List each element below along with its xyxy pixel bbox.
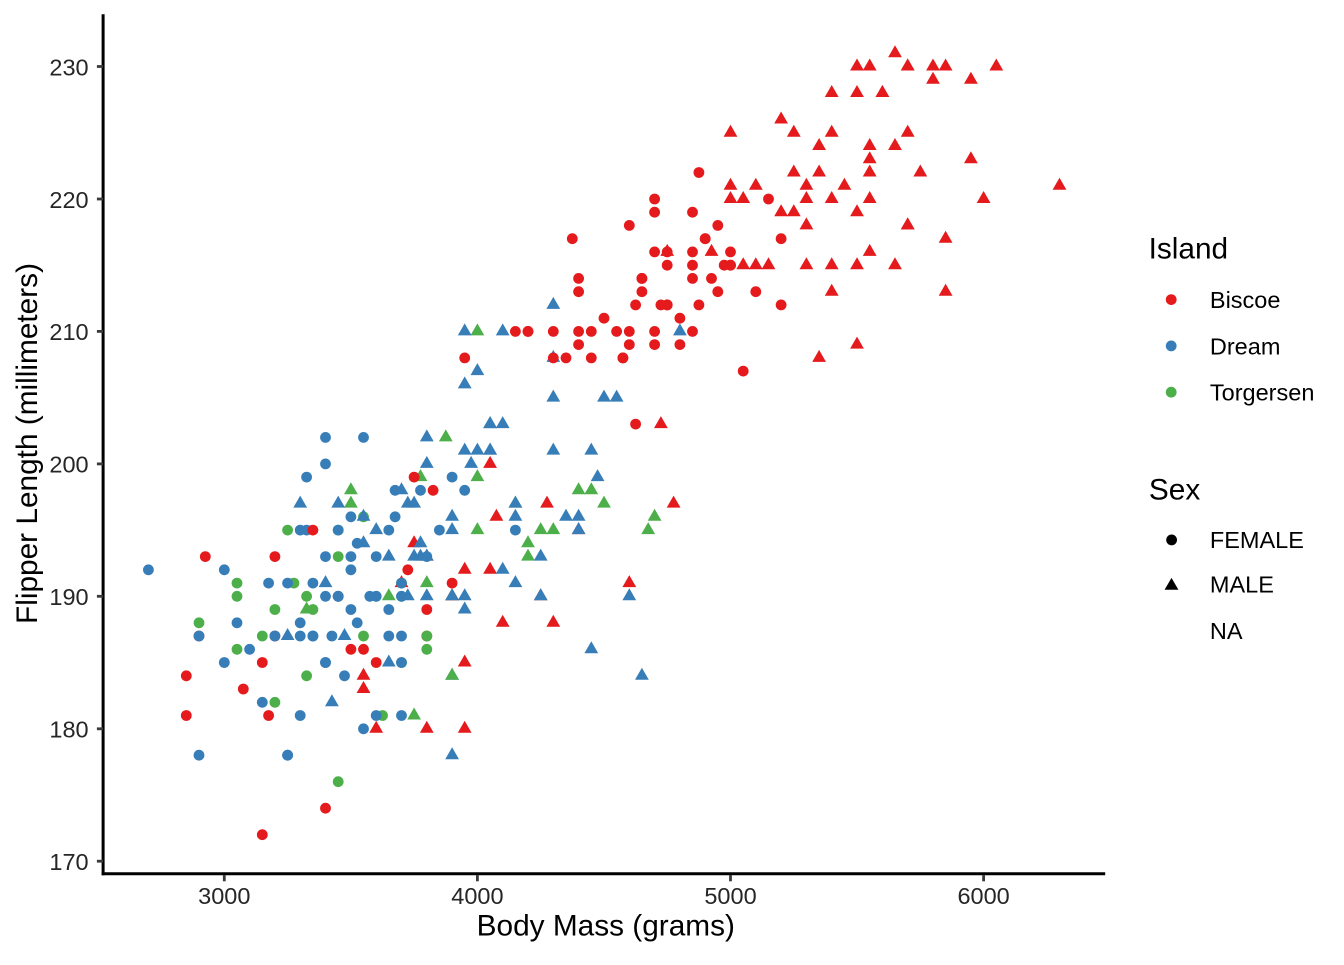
svg-text:190: 190 <box>49 584 88 610</box>
svg-text:Dream: Dream <box>1210 333 1281 359</box>
svg-text:170: 170 <box>49 849 88 875</box>
svg-text:FEMALE: FEMALE <box>1210 527 1304 553</box>
svg-text:3000: 3000 <box>198 883 250 909</box>
svg-text:210: 210 <box>49 319 88 345</box>
svg-text:MALE: MALE <box>1210 572 1274 598</box>
svg-text:Biscoe: Biscoe <box>1210 287 1281 313</box>
svg-text:NA: NA <box>1210 618 1243 644</box>
svg-text:Torgersen: Torgersen <box>1210 380 1315 406</box>
svg-text:6000: 6000 <box>957 883 1009 909</box>
svg-text:Sex: Sex <box>1149 473 1200 506</box>
svg-text:Body Mass (grams): Body Mass (grams) <box>477 909 735 942</box>
svg-text:230: 230 <box>49 54 88 80</box>
svg-text:220: 220 <box>49 187 88 213</box>
svg-text:4000: 4000 <box>451 883 503 909</box>
svg-text:Flipper Length (millimeters): Flipper Length (millimeters) <box>11 263 44 624</box>
svg-text:200: 200 <box>49 452 88 478</box>
svg-text:180: 180 <box>49 717 88 743</box>
svg-text:5000: 5000 <box>704 883 756 909</box>
svg-text:Island: Island <box>1149 233 1229 266</box>
